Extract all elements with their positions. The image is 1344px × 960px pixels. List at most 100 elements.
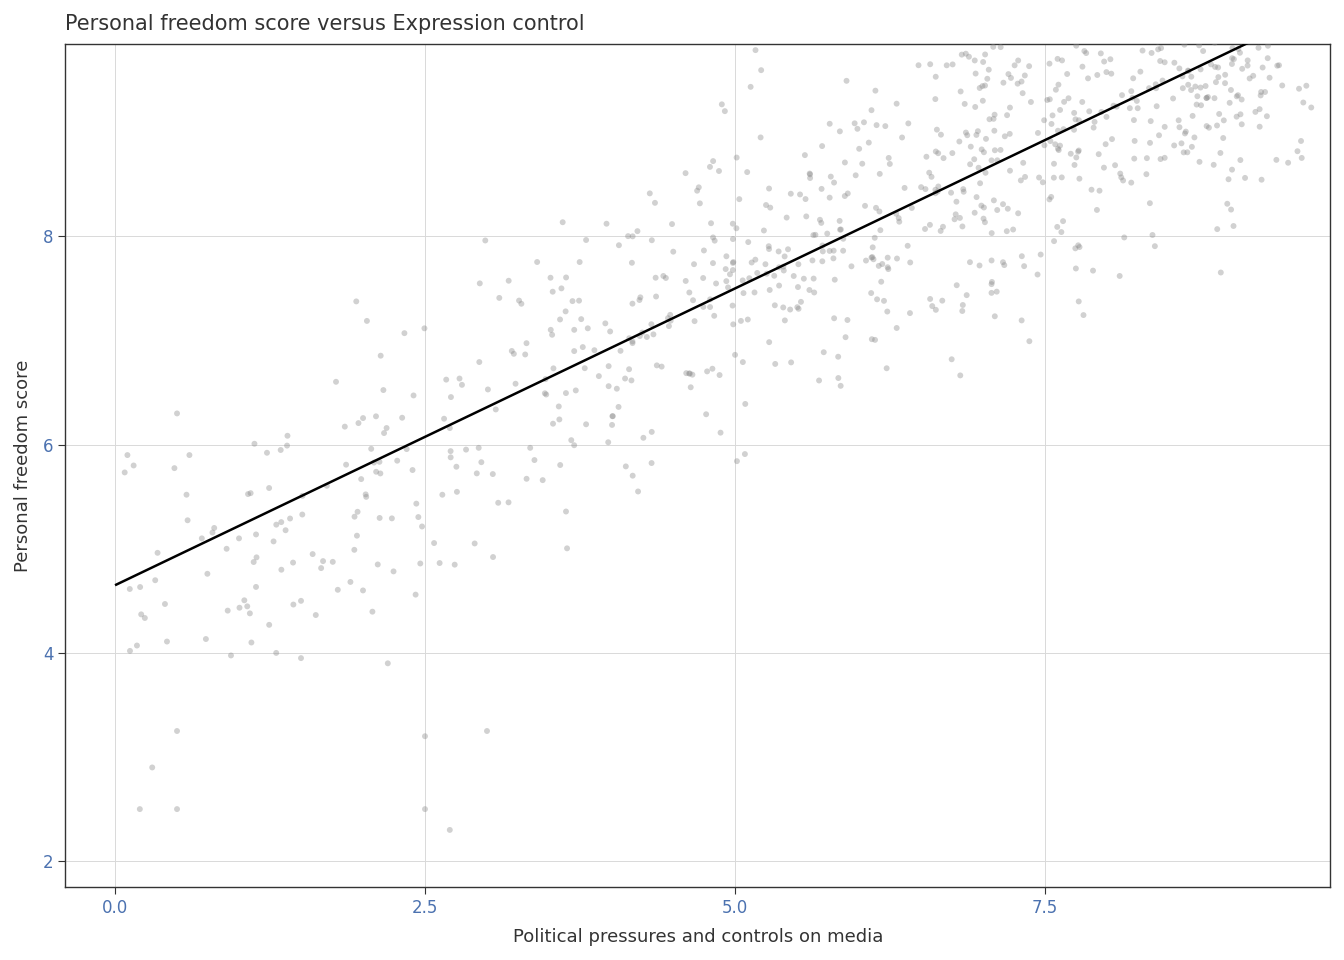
Point	[1106, 26, 1128, 41]
Point	[407, 510, 429, 525]
Point	[1000, 70, 1021, 85]
Point	[1146, 99, 1168, 114]
Point	[1250, 84, 1271, 100]
Point	[1284, 26, 1305, 41]
Point	[1160, 26, 1181, 41]
Point	[239, 606, 261, 621]
Point	[1173, 145, 1195, 160]
Point	[696, 364, 718, 379]
Point	[1086, 203, 1107, 218]
Point	[220, 648, 242, 663]
Point	[1189, 61, 1211, 77]
Point	[659, 319, 680, 334]
Point	[875, 118, 896, 133]
Point	[703, 308, 724, 324]
Point	[823, 243, 844, 258]
Point	[1047, 123, 1068, 138]
Point	[1226, 26, 1247, 41]
Point	[1207, 26, 1228, 41]
Point	[823, 251, 844, 266]
Point	[1007, 76, 1028, 91]
Point	[796, 208, 817, 224]
Point	[926, 122, 948, 137]
Point	[974, 165, 996, 180]
Point	[1187, 88, 1208, 104]
Point	[1004, 58, 1025, 73]
Point	[1051, 53, 1073, 68]
Point	[986, 153, 1008, 168]
Point	[1173, 26, 1195, 41]
Point	[966, 189, 988, 204]
Point	[774, 313, 796, 328]
Point	[746, 265, 767, 280]
Point	[1056, 66, 1078, 82]
Point	[1008, 26, 1030, 41]
Point	[601, 418, 622, 433]
Point	[1148, 26, 1169, 41]
Point	[886, 206, 907, 222]
Point	[1296, 26, 1317, 41]
Point	[982, 193, 1004, 208]
Point	[1231, 116, 1253, 132]
Point	[878, 151, 899, 166]
Point	[577, 321, 598, 336]
Point	[1269, 58, 1290, 73]
Point	[370, 348, 391, 364]
Point	[607, 399, 629, 415]
Point	[739, 271, 761, 286]
Point	[1012, 85, 1034, 101]
Point	[1204, 60, 1226, 75]
Point	[1015, 26, 1036, 41]
Point	[1164, 138, 1185, 154]
Point	[1236, 53, 1258, 68]
Point	[1122, 71, 1144, 86]
Point	[899, 305, 921, 321]
Point	[1234, 26, 1255, 41]
Point	[984, 107, 1005, 122]
Point	[870, 223, 891, 238]
Point	[812, 244, 833, 259]
Point	[950, 84, 972, 99]
Point	[403, 388, 425, 403]
Point	[352, 410, 374, 425]
Point	[1189, 26, 1211, 41]
Point	[1078, 104, 1099, 119]
Point	[439, 420, 461, 436]
Point	[1223, 52, 1245, 67]
Point	[1188, 37, 1210, 53]
Point	[1230, 26, 1251, 41]
Point	[722, 262, 743, 277]
Point	[977, 71, 999, 86]
Point	[1019, 333, 1040, 348]
Point	[870, 166, 891, 181]
Point	[1043, 26, 1064, 41]
Point	[1148, 128, 1169, 143]
Point	[732, 285, 754, 300]
Point	[800, 170, 821, 185]
Point	[1169, 120, 1191, 135]
Point	[1150, 26, 1172, 41]
Point	[1168, 112, 1189, 128]
Point	[535, 387, 556, 402]
Point	[282, 555, 304, 570]
Point	[1047, 26, 1068, 41]
Point	[774, 249, 796, 264]
Point	[1179, 26, 1200, 41]
Point	[191, 531, 212, 546]
Point	[726, 150, 747, 165]
Point	[965, 66, 986, 82]
Point	[986, 284, 1008, 300]
Point	[569, 254, 590, 270]
Point	[1067, 26, 1089, 41]
Point	[1184, 79, 1206, 94]
Point	[930, 224, 952, 239]
Point	[769, 259, 790, 275]
Point	[984, 308, 1005, 324]
Point	[996, 108, 1017, 123]
Point	[773, 300, 794, 315]
Point	[675, 165, 696, 180]
Point	[1254, 26, 1275, 41]
Point	[1267, 26, 1289, 41]
Point	[644, 195, 665, 210]
Point	[741, 254, 762, 270]
